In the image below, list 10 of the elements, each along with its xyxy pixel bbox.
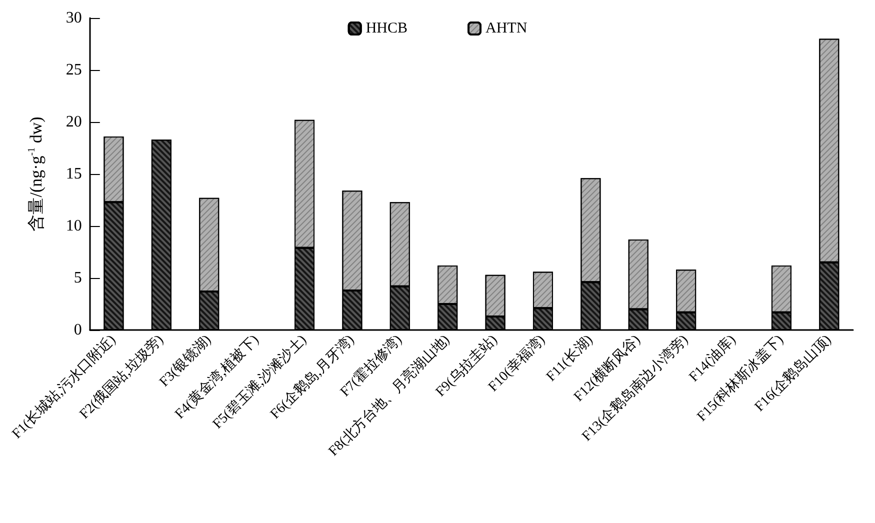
y-axis-title: 含量/(ng·g-1 dw) xyxy=(26,116,46,232)
y-tick-label: 20 xyxy=(66,114,82,130)
y-tick-label: 0 xyxy=(74,322,82,338)
y-tick-label: 10 xyxy=(66,218,82,234)
y-tick-label: 30 xyxy=(66,10,82,26)
y-tick-label: 5 xyxy=(74,270,82,286)
y-tick-label: 25 xyxy=(66,62,82,78)
legend-label: AHTN xyxy=(486,20,528,36)
y-tick-label: 15 xyxy=(66,166,82,182)
legend-label: HHCB xyxy=(366,20,408,36)
